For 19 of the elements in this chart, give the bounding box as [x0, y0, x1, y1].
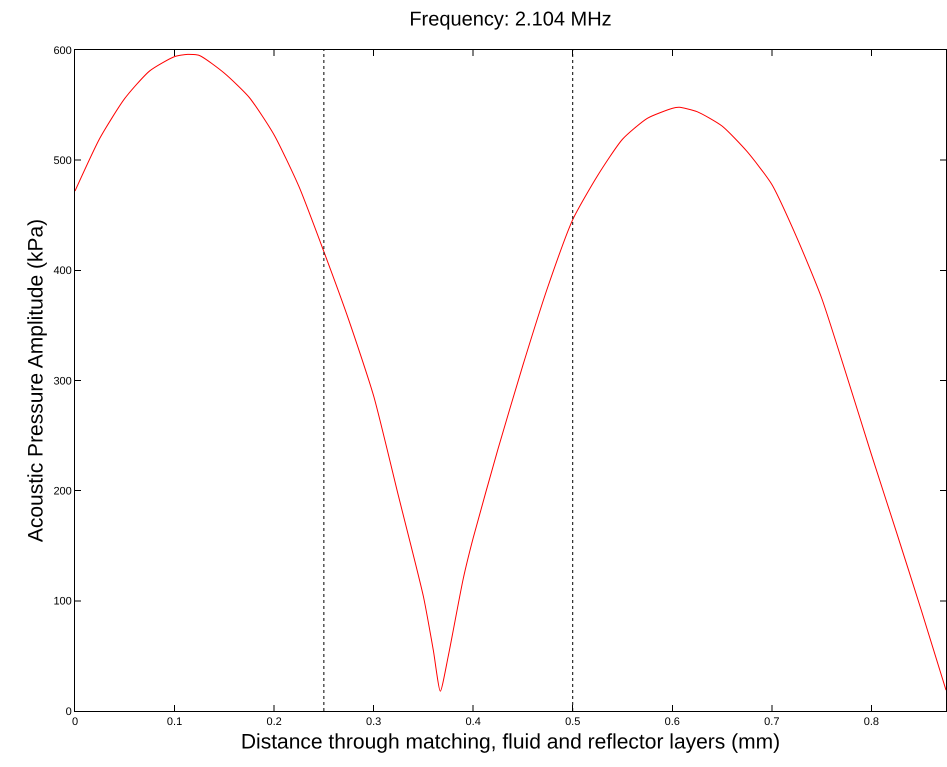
y-tick-label: 400: [53, 265, 72, 278]
y-axis-title: Acoustic Pressure Amplitude (kPa): [24, 218, 48, 542]
x-tick-label: 0.3: [366, 716, 382, 728]
x-tick-label: 0.4: [466, 716, 481, 728]
y-tick-label: 600: [53, 44, 72, 57]
x-tick-label: 0.5: [565, 716, 580, 728]
y-tick-label: 100: [53, 596, 72, 608]
x-tick-label: 0.6: [664, 716, 680, 728]
x-tick-label: 0.8: [864, 716, 879, 728]
y-tick-label: 0: [66, 706, 72, 718]
x-tick-label: 0.1: [166, 716, 182, 728]
x-tick-label: 0.2: [266, 716, 282, 728]
line-series: [75, 54, 946, 692]
y-tick-label: 200: [53, 486, 72, 498]
y-tick-label: 500: [53, 155, 72, 168]
y-tick-label: 300: [53, 375, 72, 388]
x-tick-label: 0.7: [764, 716, 780, 728]
x-axis-title: Distance through matching, fluid and reflector layers (mm): [240, 730, 780, 754]
chart-title: Frequency: 2.104 MHz: [409, 8, 612, 31]
